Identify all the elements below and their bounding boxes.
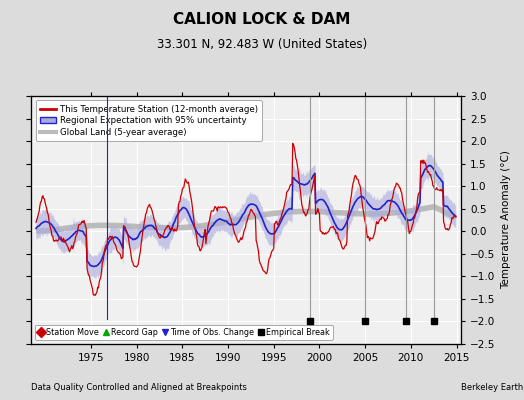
Text: Berkeley Earth: Berkeley Earth [461,383,523,392]
Text: 33.301 N, 92.483 W (United States): 33.301 N, 92.483 W (United States) [157,38,367,51]
Legend: Station Move, Record Gap, Time of Obs. Change, Empirical Break: Station Move, Record Gap, Time of Obs. C… [36,324,333,340]
Y-axis label: Temperature Anomaly (°C): Temperature Anomaly (°C) [501,150,511,290]
Text: CALION LOCK & DAM: CALION LOCK & DAM [173,12,351,27]
Text: Data Quality Controlled and Aligned at Breakpoints: Data Quality Controlled and Aligned at B… [31,383,247,392]
